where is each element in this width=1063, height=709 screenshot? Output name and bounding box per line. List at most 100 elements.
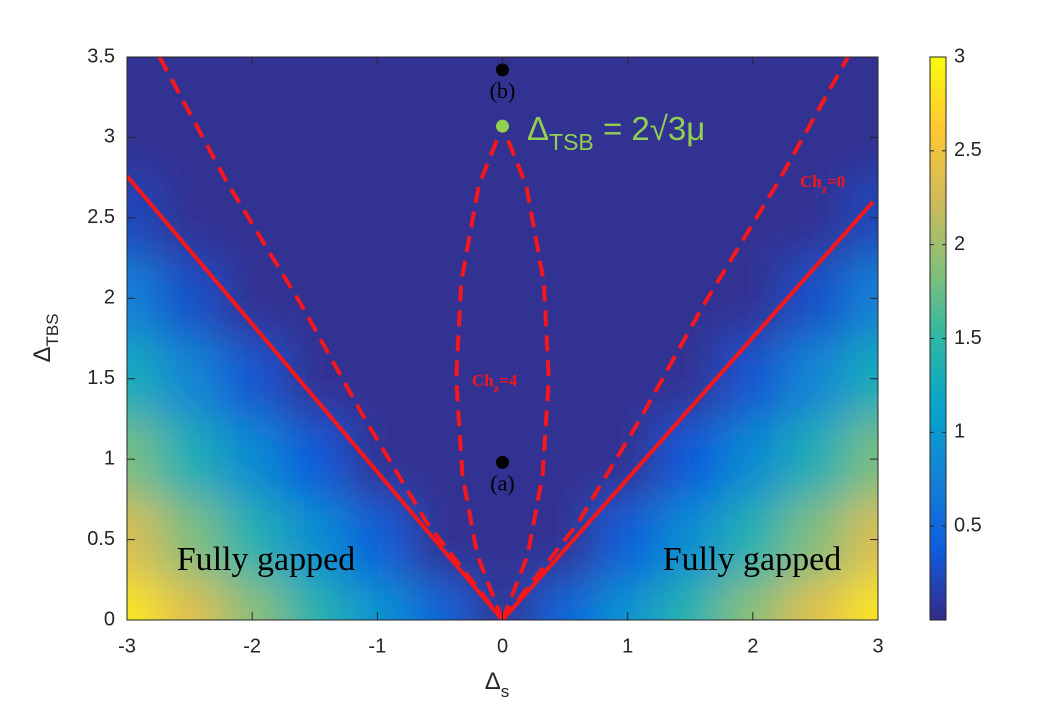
annotation: Chz=4	[472, 371, 518, 395]
heatmap-cell	[408, 97, 472, 179]
annotation-part: = 2√3μ	[594, 110, 705, 147]
annotation: ΔTSB = 2√3μ	[527, 110, 705, 155]
heatmap-cell	[784, 338, 848, 420]
heatmap-cell	[220, 97, 284, 179]
heatmap-cell	[471, 177, 535, 259]
heatmap-cell	[346, 177, 410, 259]
heatmap-cell	[784, 418, 848, 500]
heatmap-cell	[721, 258, 785, 339]
heatmap-cell	[784, 499, 848, 581]
heatmap-cell	[127, 579, 159, 620]
heatmap-cell	[658, 177, 723, 259]
y-tick-label: 0.5	[87, 528, 115, 550]
y-tick-label: 1	[104, 447, 115, 469]
x-tick-label: 3	[872, 635, 883, 657]
heatmap-cell	[658, 258, 723, 339]
x-tick-label: 1	[622, 635, 633, 657]
point-label: (b)	[490, 78, 516, 103]
heatmap-cell	[283, 338, 347, 420]
heatmap-cell	[721, 418, 785, 500]
heatmap-cell	[158, 418, 222, 500]
y-axis-label-sub: TBS	[43, 313, 62, 346]
y-tick-label: 0	[104, 608, 115, 630]
heatmap-cell	[158, 57, 222, 98]
heatmap-cell	[346, 258, 410, 339]
heatmap-cell	[846, 258, 878, 339]
colorbar-tick-label: 1	[954, 421, 965, 443]
annotation: Chz=0	[800, 172, 845, 196]
heatmap-cell	[471, 97, 535, 179]
heatmap-cell	[471, 338, 535, 420]
boundary-curve	[501, 200, 875, 620]
heatmap-cell	[596, 258, 660, 339]
marker-point	[496, 455, 509, 469]
heatmap-cell	[346, 338, 410, 420]
heatmap-cell	[158, 258, 222, 339]
heatmap-cell	[346, 57, 410, 98]
heatmap-cell	[283, 579, 347, 620]
heatmap-cell	[346, 418, 410, 500]
axes: -3 -2 -1 0 1 2 300.511.522.533.5ΔsΔTBS0.511.52…	[29, 45, 981, 701]
x-tick-label: -3	[118, 635, 136, 657]
colorbar-tick-label: 2.5	[954, 139, 982, 161]
heatmap-cell	[658, 499, 723, 581]
y-tick-label: 3	[104, 126, 115, 148]
x-tick-label: 0	[497, 635, 508, 657]
marker-point	[496, 63, 509, 77]
heatmap-cell	[533, 177, 597, 259]
annotation: Fully gapped	[177, 541, 355, 578]
heatmap-cell	[127, 97, 159, 179]
colorbar-tick-label: 3	[954, 45, 965, 67]
x-axis-label-main: Δ	[485, 668, 501, 695]
heatmap-cell	[846, 579, 878, 620]
y-axis-label-main: Δ	[29, 347, 56, 363]
y-tick-label: 2.5	[87, 206, 115, 228]
boundary-curve	[500, 57, 850, 620]
y-tick-label: 3.5	[87, 45, 115, 67]
heatmap-cell	[408, 579, 472, 620]
x-tick-label: -1	[368, 635, 386, 657]
boundary-curve	[127, 174, 505, 620]
heatmap-cell	[533, 338, 597, 420]
heatmap-cell	[408, 338, 472, 420]
heatmap-clip	[127, 57, 878, 620]
heatmap-cell	[596, 97, 660, 179]
annotation-part: Fully gapped	[177, 541, 355, 578]
heatmap-cell	[596, 177, 660, 259]
overlay: (b) (a)	[127, 57, 875, 620]
y-tick-label: 1.5	[87, 367, 115, 389]
annotation-part: z	[822, 182, 828, 196]
heatmap-cell	[158, 177, 222, 259]
point-label: (a)	[490, 470, 514, 495]
heatmap-cell	[283, 177, 347, 259]
x-tick-label: -2	[243, 635, 261, 657]
heatmap-cell	[533, 579, 597, 620]
annotation-part: Δ	[527, 110, 549, 147]
heatmap-cell	[784, 258, 848, 339]
heatmap-cell	[158, 338, 222, 420]
heatmap-cell	[846, 97, 878, 179]
annotation-part: TSB	[549, 129, 594, 155]
annotation-part: Ch	[472, 371, 494, 390]
heatmap	[127, 57, 878, 620]
annotation-part: z	[494, 381, 500, 395]
heatmap-cell	[283, 97, 347, 179]
heatmap-cell	[846, 499, 878, 581]
heatmap-cell	[283, 57, 347, 98]
annotation: Fully gapped	[663, 541, 841, 578]
boundary-curve	[157, 57, 505, 620]
heatmap-cell	[721, 57, 785, 98]
heatmap-cell	[721, 499, 785, 581]
colorbar-tick-label: 2	[954, 233, 965, 255]
heatmap-cell	[127, 418, 159, 500]
heatmap-cell	[220, 499, 284, 581]
y-tick-label: 2	[104, 287, 115, 309]
heatmap-cell	[158, 499, 222, 581]
heatmap-cell	[658, 57, 723, 98]
heatmap-cell	[846, 177, 878, 259]
heatmap-cell	[127, 57, 159, 98]
heatmap-cell	[533, 57, 597, 98]
x-axis-label: Δs	[485, 668, 510, 701]
x-axis-label-sub: s	[501, 682, 510, 701]
heatmap-cell	[408, 57, 472, 98]
